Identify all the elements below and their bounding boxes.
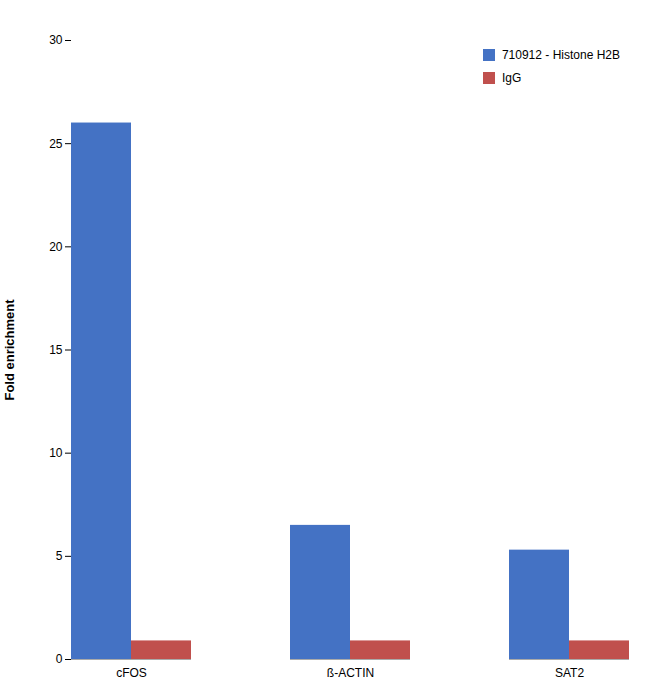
svg-text:30: 30 — [49, 33, 63, 47]
svg-text:20: 20 — [49, 240, 63, 254]
svg-text:15: 15 — [49, 343, 63, 357]
svg-text:25: 25 — [49, 137, 63, 151]
svg-text:5: 5 — [56, 549, 63, 563]
svg-text:10: 10 — [49, 446, 63, 460]
svg-text:cFOS: cFOS — [116, 666, 147, 680]
html-text:710912 - Histone H2B: 710912 - Histone H2B — [501, 48, 620, 62]
svg-text:ß-ACTIN: ß-ACTIN — [327, 666, 374, 680]
svg-text:0: 0 — [56, 652, 63, 666]
html-text:IgG: IgG — [501, 70, 522, 85]
svg-text:SAT2: SAT2 — [555, 666, 584, 680]
svg-text:Fold enrichment: Fold enrichment — [2, 299, 17, 401]
